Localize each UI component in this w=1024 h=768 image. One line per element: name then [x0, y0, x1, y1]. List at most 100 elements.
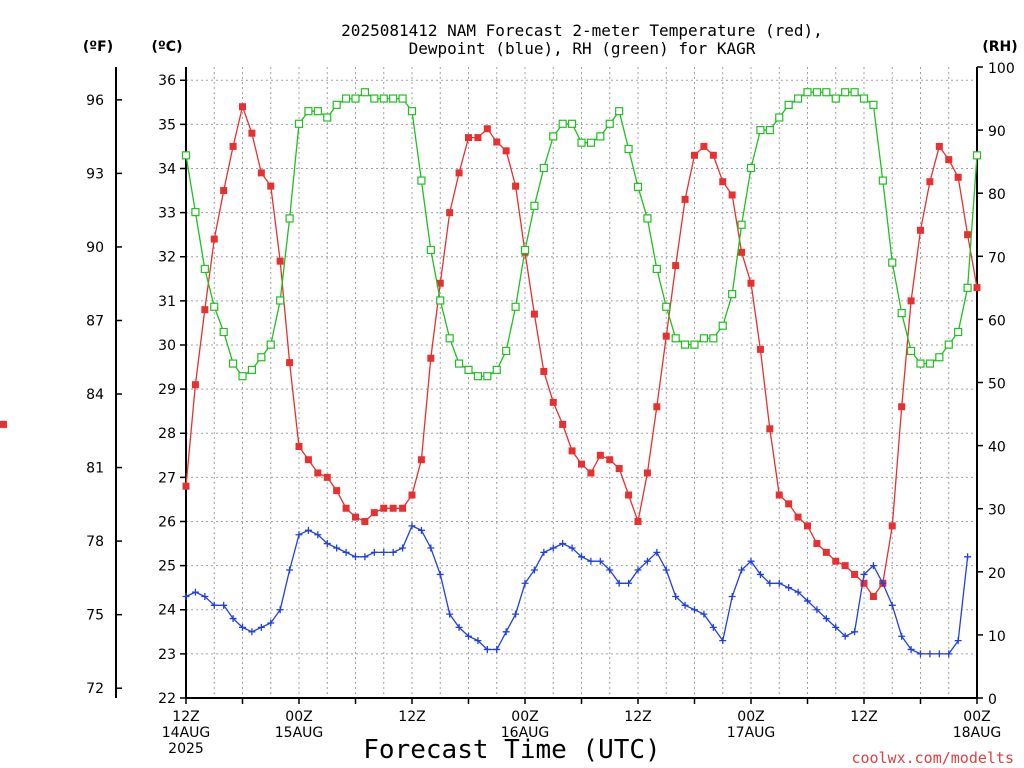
dewpoint-point — [587, 557, 595, 565]
dewpoint-point — [860, 570, 868, 578]
fahrenheit-tick-label: 75 — [86, 608, 104, 624]
dewpoint-point — [756, 570, 764, 578]
dewpoint-point — [559, 540, 567, 548]
fahrenheit-tick-label: 93 — [86, 166, 104, 182]
celsius-tick-label: 33 — [158, 206, 176, 222]
rh-point — [662, 302, 671, 311]
dewpoint-point — [709, 623, 717, 631]
rh-point — [238, 372, 247, 381]
rh-point — [775, 113, 784, 122]
dewpoint-point — [625, 579, 633, 587]
dewpoint-point — [813, 606, 821, 614]
dewpoint-point — [417, 526, 425, 534]
temperature-point — [606, 456, 614, 464]
rh-point — [728, 290, 737, 299]
temperature-point — [323, 473, 331, 481]
temperature-point — [596, 451, 604, 459]
celsius-tick-label: 25 — [158, 559, 176, 575]
dewpoint-point — [606, 566, 614, 574]
time-tick-label: 14AUG — [162, 725, 211, 741]
gridlines — [186, 67, 977, 699]
rh-tick-label: 10 — [988, 629, 1006, 645]
dewpoint-point — [879, 579, 887, 587]
dewpoint-point — [926, 650, 934, 658]
fahrenheit-tick-label: 87 — [86, 313, 104, 329]
dewpoint-point — [738, 566, 746, 574]
celsius-unit-label: (ºC) — [152, 39, 183, 55]
dewpoint-point — [540, 548, 548, 556]
rh-point — [398, 94, 407, 103]
rh-point — [878, 176, 887, 185]
temperature-point — [700, 142, 708, 150]
dewpoint-point — [399, 544, 407, 552]
celsius-tick-label: 28 — [158, 426, 176, 442]
temperature-point — [408, 491, 416, 499]
temperature-point — [954, 173, 962, 181]
temperature-point — [286, 359, 294, 367]
rh-point — [680, 340, 690, 349]
rh-tick-label: 20 — [988, 566, 1006, 582]
rh-point — [558, 119, 567, 128]
time-tick-label: 2025 — [168, 741, 204, 757]
temperature-point — [314, 469, 322, 477]
dewpoint-point — [662, 566, 670, 574]
rh-point — [285, 214, 294, 223]
rh-point — [756, 125, 765, 135]
rh-point — [511, 302, 520, 311]
dewpoint-point — [483, 645, 491, 653]
dewpoint-point — [945, 650, 953, 658]
rh-point — [652, 264, 661, 274]
temperature-point — [917, 226, 924, 234]
rh-point — [323, 113, 332, 122]
rh-point — [859, 94, 869, 103]
rh-point — [191, 208, 200, 217]
rh-tick-label: 30 — [988, 503, 1006, 519]
time-tick-label: 00Z — [963, 709, 990, 725]
time-tick-label: 00Z — [737, 709, 764, 725]
rh-point — [812, 88, 822, 97]
rh-point — [210, 302, 219, 311]
temperature-point — [841, 562, 849, 570]
temperature-point — [540, 367, 548, 375]
temperature-point — [465, 134, 472, 142]
temperature-point — [907, 297, 915, 305]
temperature-point — [691, 151, 698, 159]
temperature-point — [587, 469, 595, 477]
dewpoint-point — [794, 588, 802, 596]
dewpoint-point — [276, 606, 284, 614]
rh-point — [417, 176, 426, 185]
dewpoint-point — [502, 628, 510, 636]
chart-title-line2: Dewpoint (blue), RH (green) for KAGR — [409, 39, 756, 58]
temperature-point — [474, 134, 482, 142]
time-tick-label: 12Z — [172, 709, 199, 725]
temperature-point — [860, 579, 868, 587]
celsius-tick-label: 24 — [158, 603, 176, 619]
dewpoint-point — [917, 650, 924, 658]
rh-point — [916, 359, 925, 368]
rh-point — [906, 346, 916, 356]
temperature-point — [935, 142, 943, 150]
temperature-point — [512, 182, 520, 190]
chart-title-line1: 2025081412 NAM Forecast 2-meter Temperat… — [341, 21, 823, 40]
dewpoint-point — [493, 645, 501, 653]
rh-point — [784, 100, 793, 109]
dewpoint-point — [568, 544, 576, 552]
rh-point — [963, 283, 972, 292]
celsius-tick-label: 32 — [158, 250, 176, 266]
rh-point — [944, 340, 953, 349]
dewpoint-point — [323, 540, 331, 548]
temperature-point — [399, 504, 407, 512]
rh-point — [737, 220, 746, 229]
temperature-point — [201, 306, 209, 314]
temperature-point — [775, 491, 783, 499]
rh-point — [276, 296, 285, 305]
rh-tick-label: 80 — [988, 187, 1006, 203]
rh-point — [586, 138, 596, 147]
rh-point — [502, 346, 511, 356]
rh-point — [869, 100, 878, 109]
dewpoint-point — [352, 553, 359, 561]
temperature-point — [568, 447, 576, 455]
x-axis-title: Forecast Time (UTC) — [363, 735, 660, 765]
celsius-tick-label: 31 — [158, 294, 176, 310]
dewpoint-point — [370, 548, 378, 556]
